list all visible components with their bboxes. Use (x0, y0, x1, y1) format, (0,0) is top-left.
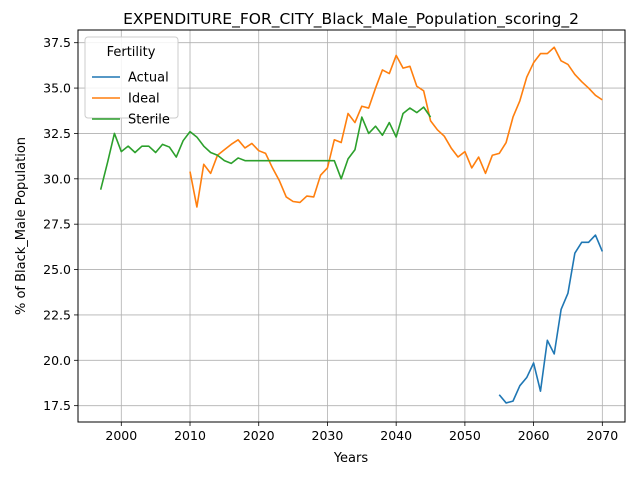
series-line-actual (498, 234, 604, 404)
y-axis-label: % of Black_Male Population (14, 137, 29, 315)
y-tick-label: 37.5 (43, 35, 71, 50)
y-tick-label: 27.5 (43, 217, 71, 232)
legend: Fertility Actual Ideal Sterile (84, 36, 179, 128)
series-line-sterile (99, 106, 432, 190)
y-tick-label: 35.0 (43, 81, 71, 96)
x-tick-label: 2070 (586, 428, 618, 443)
legend-label-sterile: Sterile (128, 113, 170, 128)
x-tick-label: 2050 (449, 428, 481, 443)
x-tick-label: 2010 (174, 428, 206, 443)
legend-label-ideal: Ideal (128, 92, 160, 107)
series-lines (99, 46, 604, 404)
x-tick-label: 2030 (312, 428, 344, 443)
x-axis-ticks: 2000 2010 2020 2030 2040 2050 2060 2070 (105, 422, 618, 443)
y-tick-label: 20.0 (43, 353, 71, 368)
y-tick-label: 32.5 (43, 126, 71, 141)
y-tick-label: 30.0 (43, 171, 71, 186)
y-tick-label: 17.5 (43, 398, 71, 413)
chart-title: EXPENDITURE_FOR_CITY_Black_Male_Populati… (123, 10, 579, 29)
y-tick-label: 22.5 (43, 307, 71, 322)
x-tick-label: 2040 (380, 428, 412, 443)
grid (78, 30, 625, 422)
legend-label-actual: Actual (128, 71, 169, 86)
legend-title: Fertility (107, 45, 156, 60)
x-tick-label: 2020 (243, 428, 275, 443)
plot-frame (77, 29, 626, 423)
y-axis-ticks: 17.5 20.0 22.5 25.0 27.5 30.0 32.5 35.0 37.5 (43, 35, 78, 413)
x-tick-label: 2000 (105, 428, 137, 443)
x-axis-label: Years (333, 451, 369, 466)
y-tick-label: 25.0 (43, 262, 71, 277)
series-line-ideal (189, 46, 603, 208)
x-tick-label: 2060 (518, 428, 550, 443)
